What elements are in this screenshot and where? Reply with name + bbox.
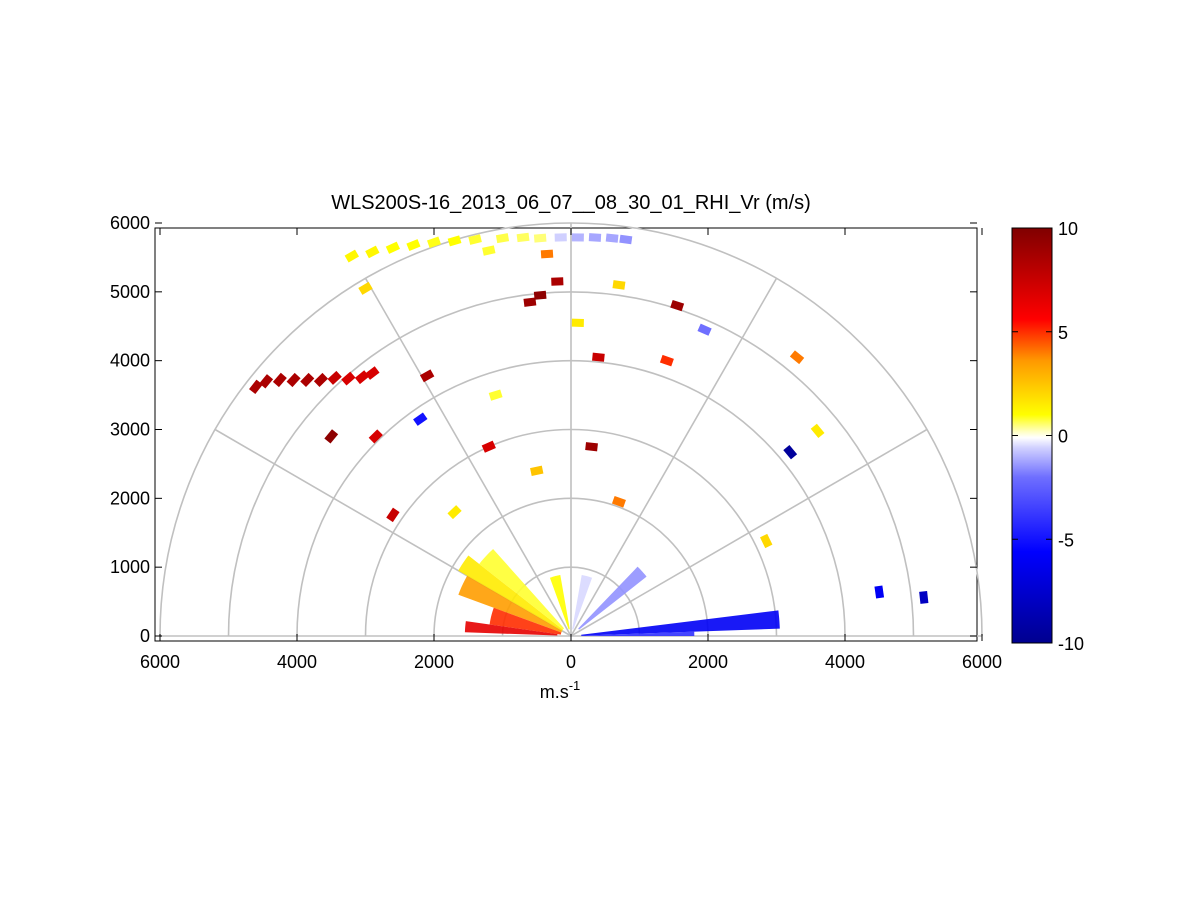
velocity-point: [468, 234, 482, 245]
velocity-point: [344, 249, 359, 263]
velocity-point: [327, 370, 342, 385]
velocity-wedge: [458, 575, 563, 633]
velocity-point: [324, 429, 339, 444]
velocity-point: [533, 233, 547, 243]
velocity-point: [585, 442, 598, 452]
y-tick-label: 4000: [110, 351, 150, 371]
velocity-point: [413, 412, 428, 426]
velocity-point: [341, 371, 356, 386]
velocity-point: [386, 507, 400, 523]
y-tick-label: 6000: [110, 213, 150, 233]
velocity-point: [385, 241, 401, 254]
velocity-point: [427, 236, 441, 249]
polar-grid: [159, 222, 983, 637]
velocity-point: [447, 505, 462, 520]
velocity-wedge: [572, 574, 593, 630]
velocity-point: [919, 591, 929, 604]
velocity-point: [358, 281, 373, 295]
velocity-point: [447, 235, 462, 247]
velocity-point: [760, 533, 773, 549]
y-tick-label: 5000: [110, 282, 150, 302]
azimuth-spoke: [364, 277, 572, 637]
velocity-point: [286, 372, 301, 388]
x-tick-label: 6000: [962, 652, 1002, 672]
azimuth-spoke: [570, 277, 778, 637]
colorbar-tick-label: 0: [1058, 427, 1068, 447]
velocity-point: [612, 280, 626, 290]
velocity-point: [670, 299, 685, 312]
velocity-wedge: [578, 566, 647, 630]
velocity-point: [659, 354, 674, 367]
colorbar-tick-label: -5: [1058, 530, 1074, 550]
velocity-point: [571, 233, 584, 242]
x-axis-label-exponent: -1: [569, 678, 581, 693]
velocity-point: [588, 233, 602, 242]
velocity-wedge: [581, 631, 695, 636]
velocity-point: [300, 372, 315, 388]
y-tick-label: 1000: [110, 557, 150, 577]
x-tick-label: 4000: [277, 652, 317, 672]
velocity-point: [259, 374, 274, 389]
velocity-point: [365, 245, 380, 259]
velocity-point: [365, 366, 380, 380]
velocity-points: [249, 232, 929, 604]
velocity-wedge: [464, 621, 558, 636]
x-tick-label: 2000: [414, 652, 454, 672]
velocity-point: [272, 372, 287, 388]
velocity-point: [540, 249, 554, 259]
velocity-point: [611, 495, 626, 508]
x-tick-label: 4000: [825, 652, 865, 672]
velocity-point: [523, 297, 537, 307]
chart-title: WLS200S-16_2013_06_07__08_30_01_RHI_Vr (…: [331, 192, 811, 214]
velocity-point: [551, 277, 564, 286]
velocity-point: [368, 429, 383, 444]
velocity-point: [810, 423, 825, 439]
velocity-point: [605, 233, 619, 243]
velocity-point: [697, 323, 712, 336]
velocity-point: [516, 232, 530, 243]
colorbar-tick-label: 5: [1058, 323, 1068, 343]
y-tick-label: 0: [140, 626, 150, 646]
velocity-point: [482, 245, 496, 256]
velocity-point: [481, 440, 496, 453]
y-tick-label: 3000: [110, 420, 150, 440]
y-axis-ticks: 0 1000 2000 3000 4000 5000 6000: [110, 213, 977, 646]
velocity-point: [783, 445, 798, 460]
velocity-point: [249, 379, 263, 395]
velocity-point: [592, 352, 605, 362]
velocity-point: [488, 389, 503, 401]
velocity-point: [495, 233, 510, 244]
velocity-wedge: [479, 549, 565, 630]
velocity-point: [419, 369, 435, 383]
velocity-point: [313, 372, 329, 387]
y-tick-label: 2000: [110, 488, 150, 508]
velocity-wedge: [581, 610, 780, 636]
velocity-point: [533, 290, 547, 300]
velocity-point: [789, 350, 805, 365]
azimuth-spoke: [570, 428, 928, 637]
velocity-wedge: [549, 574, 570, 630]
colorbar-tick-label: 10: [1058, 219, 1078, 239]
colorbar-tick-label: -10: [1058, 634, 1084, 654]
velocity-wedges: [458, 549, 780, 636]
velocity-wedge: [489, 607, 562, 635]
colorbar-ticks: 10 5 0 -5 -10: [1012, 219, 1084, 654]
x-tick-label: 2000: [688, 652, 728, 672]
velocity-point: [874, 585, 885, 599]
x-axis-ticks: 6000 4000 2000 0 2000 4000 6000: [140, 228, 1002, 672]
x-tick-label: 6000: [140, 652, 180, 672]
velocity-point: [530, 465, 544, 476]
x-tick-label: 0: [566, 652, 576, 672]
velocity-point: [619, 234, 633, 245]
plot-area: [154, 227, 978, 642]
velocity-point: [554, 233, 567, 242]
x-axis-label: m.s-1: [540, 678, 581, 702]
colorbar: [1011, 227, 1053, 644]
velocity-wedge: [458, 555, 563, 631]
x-axis-label-base: m.s: [540, 682, 569, 702]
velocity-point: [571, 318, 584, 327]
velocity-point: [406, 239, 421, 251]
